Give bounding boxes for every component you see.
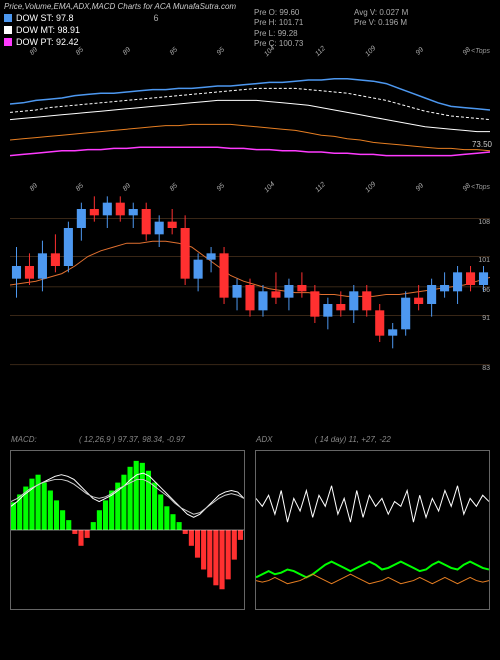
adx-chart [256, 451, 489, 609]
chart-title: Price,Volume,EMA,ADX,MACD Charts for ACA… [4, 2, 496, 11]
ema-panel: 89858985951041121099998 <Tops 73.50 [10, 50, 490, 170]
legend-st-label: DOW ST: 97.8 [16, 13, 74, 23]
price-panel: 89858985951041121099998 <Tops 1081019691… [10, 190, 490, 380]
pre-low: Pre L: 99.28 [254, 29, 303, 39]
legend-pt-label: DOW PT: 92.42 [16, 37, 79, 47]
legend-pt-color [4, 38, 12, 46]
macd-label: MACD: ( 12,26,9 ) 97.37, 98.34, -0.97 [11, 435, 185, 444]
candlestick-chart [10, 190, 490, 380]
ema-x-labels: 89858985951041121099998 [10, 48, 490, 55]
legend-st: DOW ST: 97.8 6 [4, 13, 496, 23]
price-y-labels: 108101969183 [470, 190, 490, 380]
pre-high: Pre H: 101.71 [254, 18, 303, 28]
macd-panel: MACD: ( 12,26,9 ) 97.37, 98.34, -0.97 [10, 450, 245, 610]
adx-panel: ADX ( 14 day) 11, +27, -22 [255, 450, 490, 610]
indicator-panels: MACD: ( 12,26,9 ) 97.37, 98.34, -0.97 AD… [10, 450, 490, 610]
overlay-count: 6 [154, 13, 159, 23]
ohlc-info: Pre O: 99.60 Pre H: 101.71 Pre L: 99.28 … [254, 8, 303, 50]
pre-open: Pre O: 99.60 [254, 8, 303, 18]
legend-pt: DOW PT: 92.42 [4, 37, 496, 47]
volume-info: Avg V: 0.027 M Pre V: 0.196 M [354, 8, 408, 29]
legend-mt-label: DOW MT: 98.91 [16, 25, 80, 35]
legend-mt-color [4, 26, 12, 34]
ema-y-label: 73.50 [472, 140, 492, 149]
scope-label-1: <Tops [471, 48, 490, 55]
legend-st-color [4, 14, 12, 22]
pre-volume: Pre V: 0.196 M [354, 18, 408, 28]
ema-chart [10, 50, 490, 170]
avg-volume: Avg V: 0.027 M [354, 8, 408, 18]
price-x-labels: 89858985951041121099998 [10, 184, 490, 191]
adx-label: ADX ( 14 day) 11, +27, -22 [256, 435, 391, 444]
legend-mt: DOW MT: 98.91 [4, 25, 496, 35]
chart-header: Price,Volume,EMA,ADX,MACD Charts for ACA… [4, 2, 496, 47]
macd-chart [11, 451, 244, 609]
